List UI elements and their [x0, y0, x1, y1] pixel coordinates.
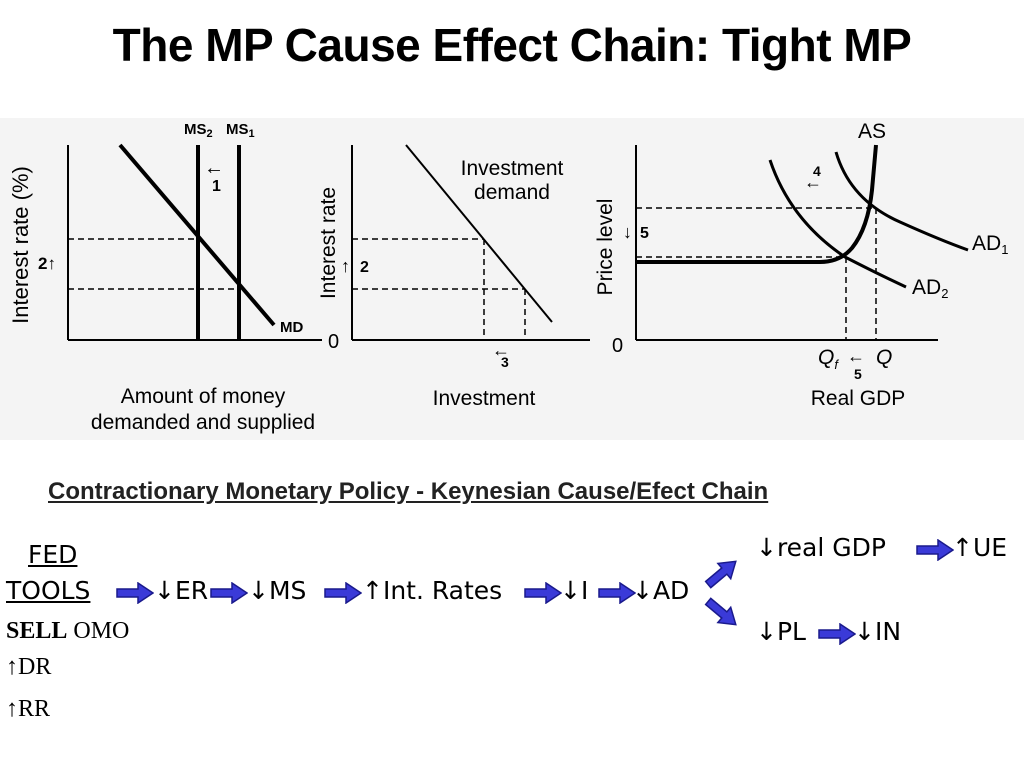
graph1-step-arrow: ← [204, 157, 224, 179]
slide-title: The MP Cause Effect Chain: Tight MP [112, 19, 912, 71]
graph1-xlabel-line1: Amount of money [121, 385, 286, 408]
md-label: MD [280, 319, 303, 336]
graph2-origin: 0 [328, 331, 339, 353]
real-gdp-text: ↓real GDP [756, 533, 886, 562]
graph2-step-number: 3 [501, 354, 509, 370]
fed-label: FED [28, 540, 78, 569]
investment-demand-curve [405, 144, 553, 323]
ms-text: ↓MS [248, 576, 307, 605]
int-rates-text: ↑Int. Rates [362, 576, 503, 605]
graph2-side-arrow: ↑ [341, 256, 350, 276]
chain-heading: Contractionary Monetary Policy - Keynesi… [48, 478, 769, 505]
ms2-label: MS2 [184, 121, 213, 140]
q-label: Q [876, 346, 892, 369]
investment-graph: Interest rate Investment Investment dema… [317, 144, 590, 410]
ad1-curve [834, 151, 969, 252]
graph2-ylabel: Interest rate [317, 187, 340, 299]
blue-arrow-2 [210, 582, 248, 604]
i-text: ↓I [560, 576, 589, 605]
graph1-step-number: 1 [212, 178, 221, 195]
money-market-graph: Interest rate (%) Amount of money demand… [8, 121, 322, 434]
ad1-label: AD1 [972, 232, 1008, 257]
graph1-side-label: 2↑ [38, 254, 56, 273]
graph2-xlabel: Investment [433, 387, 536, 410]
as-ad-graph: Price level Real GDP AS AD1 AD2 0 ← 4 ↓ … [594, 120, 1008, 410]
graph1-xlabel-line2: demanded and supplied [91, 411, 315, 434]
sell-omo: SELL OMO [6, 618, 130, 644]
blue-arrow-1 [116, 582, 154, 604]
q-step-number: 5 [854, 366, 862, 382]
pl-text: ↓PL [756, 617, 806, 646]
blue-arrow-7 [818, 623, 856, 645]
graph2-step-arrow: ← [492, 340, 510, 360]
ms1-label: MS1 [226, 121, 255, 140]
graph3-xlabel: Real GDP [811, 387, 906, 410]
in-text: ↓IN [854, 617, 902, 646]
blue-arrow-3 [324, 582, 362, 604]
ad2-label: AD2 [912, 276, 948, 301]
graphs-panel: Interest rate (%) Amount of money demand… [0, 118, 1024, 440]
graph3-step5-number: 5 [640, 225, 649, 242]
graphs-background [0, 118, 1024, 440]
tools-label: TOOLS [6, 576, 91, 605]
as-label: AS [858, 120, 886, 143]
qf-label: Qf [818, 346, 839, 372]
blue-arrow-up-right [704, 560, 737, 589]
dr-label: ↑DR [6, 654, 52, 680]
graph3-origin: 0 [612, 335, 623, 357]
graph3-step5-arrow: ↓ [623, 222, 632, 242]
blue-arrow-6 [916, 539, 954, 561]
blue-arrow-4 [524, 582, 562, 604]
ad-text: ↓AD [632, 576, 690, 605]
graph1-ylabel: Interest rate (%) [8, 166, 33, 324]
ad2-curve [768, 159, 907, 289]
graph3-step4-number: 4 [813, 163, 821, 179]
blue-arrow-down-right [704, 597, 737, 626]
er-text: ↓ER [154, 576, 209, 605]
q-arrow: ← [847, 346, 865, 366]
md-curve [118, 143, 276, 327]
graph2-side-number: 2 [360, 259, 369, 276]
ue-text: ↑UE [952, 533, 1008, 562]
graph3-ylabel: Price level [594, 199, 617, 296]
graph3-step4-arrow: ← [804, 172, 822, 192]
curve-label-line1: Investment [461, 157, 564, 180]
curve-label-line2: demand [474, 181, 550, 204]
blue-arrow-5 [598, 582, 636, 604]
rr-label: ↑RR [6, 696, 51, 722]
